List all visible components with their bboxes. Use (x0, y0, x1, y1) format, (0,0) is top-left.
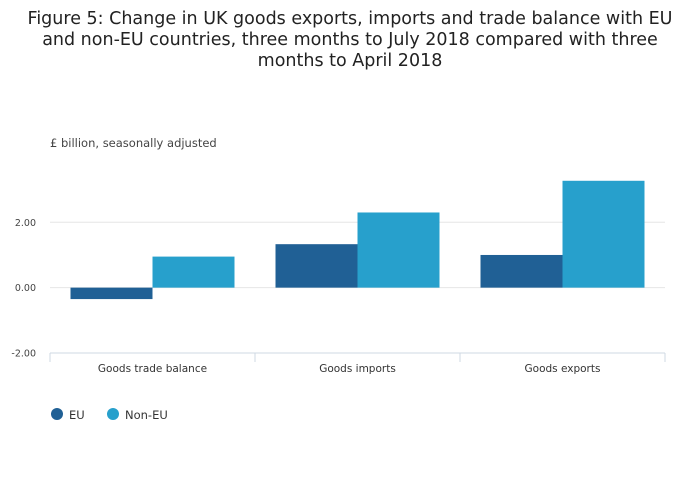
y-tick-label: 2.00 (15, 218, 36, 229)
bar-non-eu-goods-trade-balance (152, 256, 235, 288)
x-tick-label: Goods imports (319, 363, 396, 375)
bar-eu-goods-exports (480, 254, 563, 288)
x-axis: Goods trade balance Goods imports Goods ex… (49, 352, 666, 375)
bar-eu-goods-trade-balance (70, 287, 153, 300)
legend-item-non-eu[interactable]: Non-EU (107, 408, 168, 422)
chart-title: Figure 5: Change in UK goods exports, im… (28, 9, 673, 71)
legend-swatch (51, 408, 63, 420)
bar-non-eu-goods-exports (562, 180, 645, 288)
legend-item-eu[interactable]: EU (51, 408, 85, 422)
legend: EU Non-EU (51, 408, 168, 422)
y-tick-label: -2.00 (11, 349, 36, 360)
y-tick-label: 0.00 (15, 283, 36, 294)
bar-eu-goods-imports (275, 244, 358, 288)
chart-title-line-3: months to April 2018 (258, 51, 443, 71)
chart-title-line-2: and non-EU countries, three months to Ju… (42, 30, 658, 50)
legend-label: EU (69, 408, 85, 422)
bar-layer (70, 180, 645, 300)
x-tick-label: Goods exports (525, 363, 601, 375)
chart-title-line-1: Figure 5: Change in UK goods exports, im… (28, 9, 673, 29)
legend-swatch (107, 408, 119, 420)
legend-label: Non-EU (125, 408, 168, 422)
bar-non-eu-goods-imports (357, 212, 440, 288)
x-tick-label: Goods trade balance (98, 363, 207, 375)
chart-subtitle: £ billion, seasonally adjusted (50, 136, 217, 150)
